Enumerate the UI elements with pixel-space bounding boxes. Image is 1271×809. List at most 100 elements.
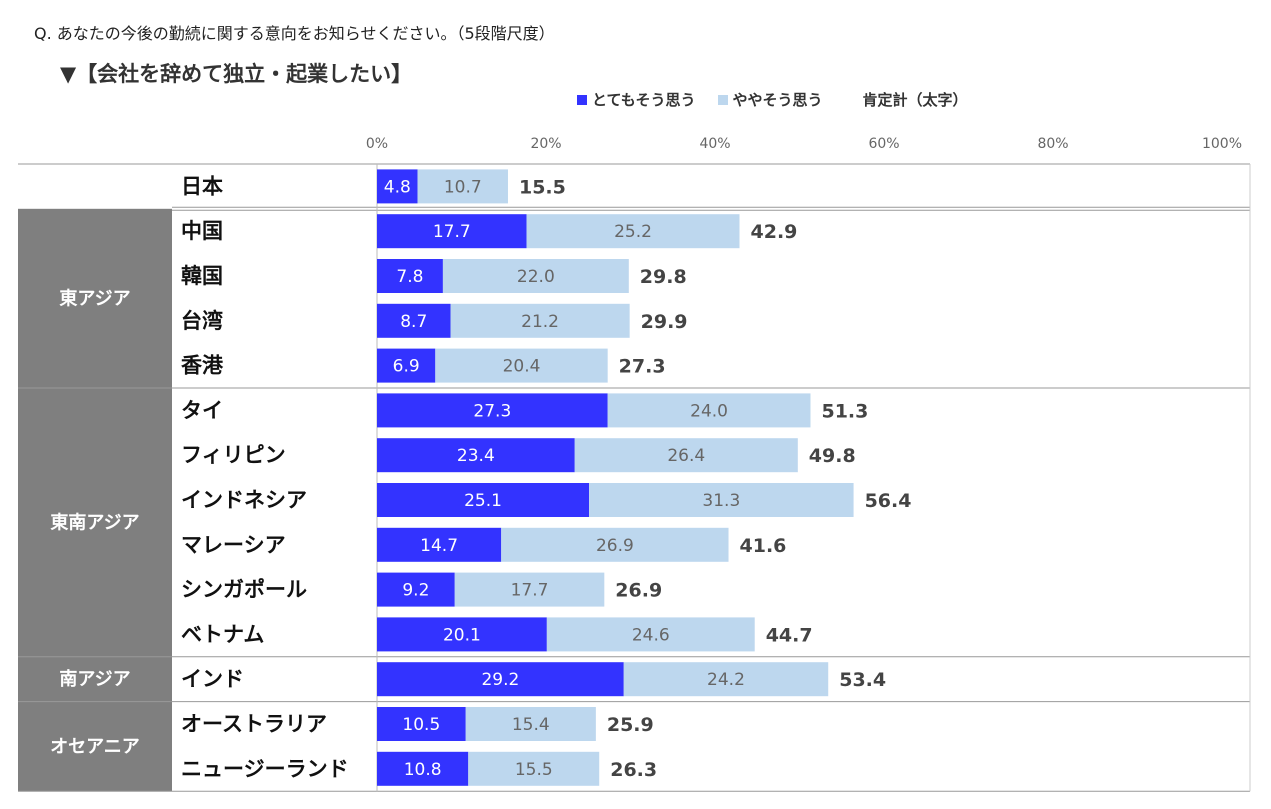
legend-item-series1: とてもそう思う [577, 89, 696, 110]
data-label-series2: 26.9 [596, 536, 634, 556]
bar-series1 [377, 483, 590, 517]
bar-series2 [450, 303, 630, 338]
data-label-series1: 25.1 [464, 491, 502, 511]
region-label: オセアニア [50, 736, 140, 757]
data-label-series2: 24.0 [690, 401, 728, 421]
data-label-total: 29.8 [640, 266, 687, 288]
bar-series2 [468, 751, 600, 786]
legend: とてもそう思う ややそう思う 肯定計（太字） [577, 89, 990, 110]
legend-item-total: 肯定計（太字） [863, 89, 968, 110]
category-label: マレーシア [181, 533, 286, 557]
legend-swatch-series1 [577, 94, 587, 105]
bar-series1 [377, 348, 436, 383]
category-label: ニュージーランド [181, 757, 349, 781]
category-label: 香港 [181, 354, 224, 378]
data-label-total: 41.6 [740, 535, 787, 557]
bar-series2 [526, 214, 740, 249]
bar-series1 [377, 169, 418, 204]
data-label-series2: 17.7 [511, 581, 549, 601]
bar-series1 [377, 438, 575, 473]
data-label-total: 44.7 [766, 624, 813, 646]
x-tick-label: 100% [1202, 136, 1242, 152]
data-label-series2: 21.2 [521, 312, 559, 332]
bar-series2 [454, 572, 605, 607]
x-tick-label: 80% [1037, 136, 1068, 152]
data-label-series1: 10.5 [402, 715, 440, 735]
legend-swatch-series2 [717, 94, 728, 105]
data-label-series2: 20.4 [503, 357, 541, 377]
category-label: インドネシア [181, 488, 307, 512]
bar-series1 [377, 214, 527, 249]
data-label-series1: 8.7 [400, 312, 427, 332]
data-label-total: 29.9 [641, 311, 688, 333]
region-cell [18, 656, 172, 702]
category-label: シンガポール [181, 578, 307, 602]
data-label-total: 27.3 [619, 356, 666, 378]
region-cell [18, 208, 172, 388]
legend-label-total: 肯定計（太字） [862, 91, 968, 109]
bar-series2 [501, 527, 729, 562]
data-label-series2: 31.3 [702, 491, 740, 511]
data-label-series2: 15.5 [515, 760, 553, 780]
bar-series1 [377, 303, 451, 338]
data-label-series1: 23.4 [457, 446, 495, 466]
legend-label-series1: とてもそう思う [592, 91, 696, 109]
category-label: 中国 [181, 219, 223, 243]
data-label-total: 26.3 [610, 759, 657, 781]
category-label: インド [181, 667, 244, 691]
data-label-total: 49.8 [809, 445, 856, 467]
x-tick-label: 60% [868, 136, 899, 152]
region-label: 東アジア [59, 287, 130, 309]
data-label-total: 26.9 [615, 580, 662, 602]
data-label-series1: 29.2 [481, 670, 519, 690]
data-label-total: 15.5 [519, 176, 566, 198]
x-tick-label: 0% [366, 136, 388, 152]
data-label-series2: 26.4 [667, 446, 705, 466]
bar-series2 [623, 662, 829, 697]
bar-series2 [442, 259, 629, 293]
bar-series2 [607, 393, 811, 428]
category-label: ベトナム [181, 622, 264, 646]
data-label-series2: 24.2 [707, 670, 745, 690]
data-label-series1: 27.3 [473, 401, 511, 421]
data-label-total: 42.9 [751, 221, 798, 243]
data-label-series1: 7.8 [396, 267, 423, 287]
x-tick-label: 20% [530, 136, 561, 152]
bar-series2 [435, 348, 608, 383]
data-label-series1: 10.8 [404, 760, 442, 780]
category-label: 台湾 [181, 309, 223, 333]
bar-series1 [377, 662, 624, 697]
data-label-series1: 14.7 [420, 536, 458, 556]
bar-series2 [574, 438, 798, 473]
data-label-total: 56.4 [865, 490, 912, 512]
data-label-series2: 24.6 [632, 625, 670, 645]
data-label-total: 53.4 [839, 669, 886, 691]
bar-series1 [377, 751, 469, 786]
bar-series2 [417, 169, 508, 204]
bar-series1 [377, 259, 443, 293]
data-label-series2: 10.7 [444, 177, 482, 197]
data-label-series1: 20.1 [443, 625, 481, 645]
bar-series2 [465, 707, 596, 741]
region-label: 南アジア [59, 668, 130, 690]
region-cell [18, 388, 172, 657]
chart-subtitle: ▼【会社を辞めて独立・起業したい】 [60, 62, 413, 86]
data-label-series2: 25.2 [614, 222, 652, 242]
bar-series1 [377, 572, 455, 607]
data-label-series1: 17.7 [433, 222, 471, 242]
bar-series1 [377, 707, 466, 741]
region-label: 東南アジア [50, 511, 139, 533]
category-label: オーストラリア [181, 712, 327, 736]
data-label-series2: 22.0 [517, 267, 555, 287]
data-label-series2: 15.4 [512, 715, 550, 735]
data-label-series1: 4.8 [384, 177, 411, 197]
legend-label-series2: ややそう思う [732, 91, 823, 109]
data-label-total: 25.9 [607, 714, 654, 736]
question-text: Q. あなたの今後の勤続に関する意向をお知らせください。（5段階尺度） [34, 24, 555, 43]
legend-item-series2: ややそう思う [717, 89, 823, 110]
bar-series1 [377, 527, 502, 562]
bar-series1 [377, 617, 547, 652]
bar-series2 [546, 617, 755, 652]
data-label-series1: 9.2 [402, 581, 429, 601]
